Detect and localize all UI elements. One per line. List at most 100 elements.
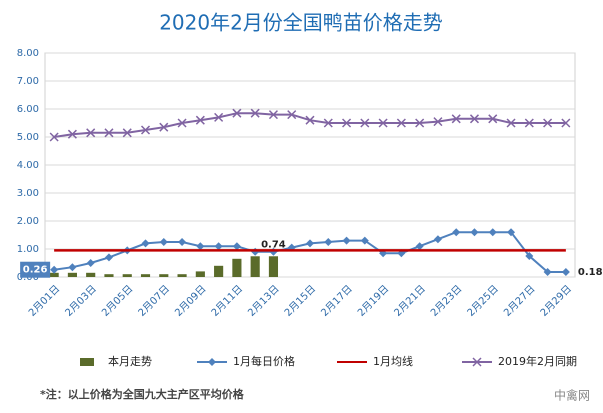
chart-title: 2020年2月份全国鸭苗价格走势 (159, 11, 443, 35)
x-tick-label: 2月09日 (172, 283, 208, 319)
x-tick-label: 2月11日 (209, 283, 245, 319)
marker (469, 114, 480, 124)
marker (122, 128, 132, 138)
line (53, 112, 566, 138)
y-tick-label: 6.00 (17, 104, 39, 115)
marker (306, 239, 314, 248)
y-tick-label: 5.00 (17, 132, 39, 143)
footnote: *注：以上价格为全国九大主产区平均价格 (40, 387, 245, 401)
marker (415, 242, 424, 251)
x-tick-label: 2月05日 (99, 283, 135, 319)
marker (250, 108, 260, 118)
legend-swatch (80, 358, 94, 366)
bar (177, 274, 187, 277)
data-label: 0.26 (23, 265, 48, 276)
marker (507, 228, 516, 237)
y-tick-label: 8.00 (17, 48, 39, 59)
bar (67, 272, 77, 277)
marker (104, 128, 114, 138)
marker (451, 114, 461, 124)
bar (49, 272, 59, 277)
marker (360, 118, 370, 128)
marker (214, 112, 224, 122)
label-box (20, 261, 51, 278)
marker (543, 267, 552, 276)
marker (214, 242, 223, 251)
line (54, 231, 566, 273)
watermark: 中禽网 (554, 388, 590, 403)
marker (68, 263, 77, 272)
marker (196, 242, 205, 251)
bar (104, 274, 114, 277)
x-tick-label: 2月07日 (136, 283, 172, 319)
marker (360, 236, 369, 245)
marker (50, 265, 59, 274)
legend-marker (208, 358, 216, 366)
bar (195, 271, 205, 277)
bar (122, 274, 132, 277)
bar (250, 256, 260, 277)
marker (232, 242, 241, 251)
x-tick-label: 2月21日 (392, 283, 428, 319)
marker (67, 129, 77, 139)
y-tick-label: 3.00 (17, 188, 39, 199)
y-tick-label: 1.00 (17, 244, 39, 255)
marker (323, 118, 333, 128)
bar (159, 274, 169, 277)
marker (433, 117, 443, 127)
bar (86, 272, 96, 277)
y-tick-label: 4.00 (17, 160, 39, 171)
x-tick-label: 2月23日 (428, 283, 464, 319)
marker (415, 118, 425, 128)
x-tick-label: 2月17日 (319, 283, 355, 319)
marker (104, 253, 113, 262)
x-tick-label: 2月25日 (465, 283, 501, 319)
marker (433, 235, 442, 244)
data-label: 0.18 (578, 267, 603, 278)
marker (378, 118, 388, 128)
x-tick-label: 2月29日 (538, 283, 574, 319)
bar (268, 256, 279, 277)
marker (86, 128, 96, 138)
x-tick-label: 2月03日 (63, 283, 99, 319)
x-tick-label: 2月15日 (282, 283, 318, 319)
legend-marker (472, 357, 482, 367)
legend-label: 本月走势 (108, 354, 152, 368)
marker (342, 236, 351, 245)
marker (305, 115, 315, 125)
bar (214, 265, 224, 277)
y-tick-label: 7.00 (17, 76, 39, 87)
marker (488, 228, 497, 237)
marker (177, 118, 187, 128)
marker (525, 252, 534, 260)
marker (140, 125, 151, 135)
marker (195, 115, 205, 125)
legend-label: 2019年2月同期 (498, 354, 577, 368)
bar (140, 274, 151, 277)
marker (488, 114, 498, 124)
data-label: 0.74 (261, 239, 286, 250)
marker (543, 118, 553, 128)
marker (342, 118, 352, 128)
x-tick-label: 2月13日 (246, 283, 282, 319)
x-tick-label: 2月01日 (26, 283, 62, 319)
marker (324, 238, 333, 246)
marker (561, 267, 570, 276)
marker (159, 238, 168, 246)
marker (524, 118, 534, 128)
marker (396, 118, 406, 128)
marker (86, 259, 95, 267)
x-tick-label: 2月19日 (355, 283, 391, 319)
marker (232, 108, 242, 118)
marker (561, 118, 571, 128)
legend-label: 1月每日价格 (233, 354, 295, 368)
marker (506, 118, 516, 128)
legend-label: 1月均线 (373, 354, 413, 368)
marker (178, 238, 187, 246)
bar (232, 258, 242, 277)
x-tick-label: 2月27日 (501, 283, 537, 319)
marker (268, 110, 278, 120)
marker (452, 228, 461, 237)
marker (287, 110, 297, 120)
